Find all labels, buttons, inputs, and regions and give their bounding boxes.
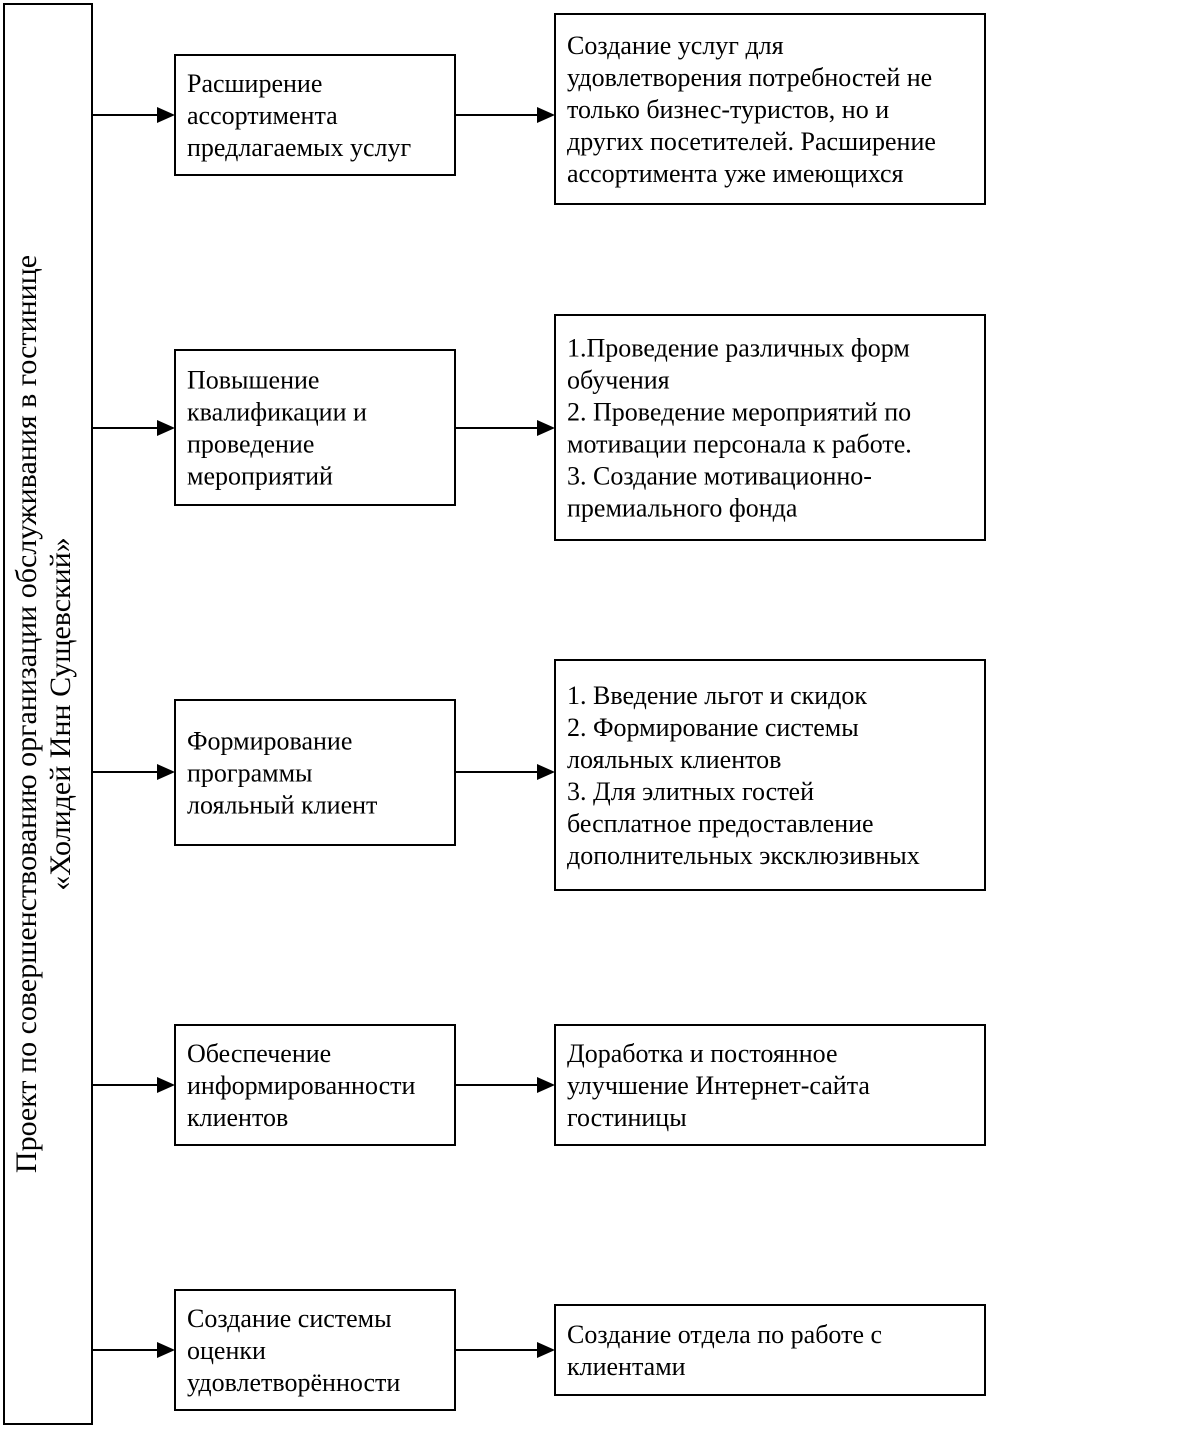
right-node-2-text: бесплатное предоставление	[567, 809, 874, 838]
right-node-3-text: улучшение Интернет-сайта	[567, 1071, 870, 1100]
mid-node-2-text: программы	[187, 759, 313, 788]
mid-node-4-text: удовлетворённости	[187, 1368, 400, 1397]
row-2: Формирование программы лояльный клиент 1. В…	[92, 660, 985, 890]
root-text-line1: Проект по совершенствованию организации …	[10, 255, 43, 1173]
mid-node-3-text: Обеспечение	[187, 1039, 331, 1068]
right-node-4-text: Создание отдела по работе с	[567, 1320, 882, 1349]
root-text-line2: «Холидей Инн Сущевский»	[44, 537, 77, 890]
right-node-4-text: клиентами	[567, 1352, 686, 1381]
right-node-0-text: только бизнес-туристов, но и	[567, 95, 889, 124]
right-node-2-text: 3. Для элитных гостей	[567, 777, 814, 806]
right-node-1-text: мотивации персонала к работе.	[567, 430, 912, 459]
mid-node-4: Создание системы оценки удовлетворённости	[175, 1290, 455, 1410]
right-node-3-text: Доработка и постоянное	[567, 1039, 838, 1068]
right-node-1-text: 1.Проведение различных форм	[567, 334, 910, 363]
right-node-2-text: 2. Формирование системы	[567, 713, 859, 742]
mid-node-2: Формирование программы лояльный клиент	[175, 700, 455, 845]
right-node-0-text: других посетителей. Расширение	[567, 127, 936, 156]
mid-node-1: Повышение квалификации и проведение меропри…	[175, 350, 455, 505]
right-node-1-text: премиального фонда	[567, 494, 798, 523]
right-node-1-text: обучения	[567, 366, 670, 395]
rows-group: Расширение ассортимента предлагаемых услуг…	[92, 14, 985, 1410]
root-node: Проект по совершенствованию организации …	[4, 4, 92, 1424]
mid-node-2-text: лояльный клиент	[187, 791, 377, 820]
edge-arrowhead	[157, 1342, 175, 1358]
row-4: Создание системыоценкиудовлетворённостиС…	[92, 1290, 985, 1410]
mid-node-2-text: Формирование	[187, 727, 352, 756]
edge-arrowhead	[537, 107, 555, 123]
mid-node-1-text: Повышение	[187, 366, 319, 395]
edge-arrowhead	[537, 1342, 555, 1358]
mid-node-4-text: Создание системы	[187, 1304, 392, 1333]
mid-node-1-text: квалификации и	[187, 398, 367, 427]
mid-node-0-text: предлагаемых услуг	[187, 133, 411, 162]
mid-node-3-text: информированности	[187, 1071, 416, 1100]
edge-arrowhead	[157, 764, 175, 780]
mid-node-0: Расширение ассортимента предлагаемых услуг	[175, 55, 455, 175]
right-node-3: Доработка и постоянное улучшение Интернет…	[555, 1025, 985, 1145]
right-node-4-rect	[555, 1305, 985, 1395]
edge-arrowhead	[537, 1077, 555, 1093]
right-node-0-text: ассортимента уже имеющихся	[567, 159, 904, 188]
row-3: Обеспечение информированности клиентов Дора…	[92, 1025, 985, 1145]
right-node-0: Создание услуг для удовлетворения потребн…	[555, 14, 985, 204]
right-node-2: 1. Введение льгот и скидок 2. Формировани…	[555, 660, 985, 890]
row-0: Расширение ассортимента предлагаемых услуг…	[92, 14, 985, 204]
mid-node-3: Обеспечение информированности клиентов	[175, 1025, 455, 1145]
right-node-0-text: удовлетворения потребностей не	[567, 63, 932, 92]
mid-node-1-text: проведение	[187, 430, 314, 459]
right-node-2-text: лояльных клиентов	[567, 745, 781, 774]
row-1: Повышение квалификации и проведение меропри…	[92, 315, 985, 540]
right-node-2-text: дополнительных эксклюзивных	[567, 841, 920, 870]
right-node-1: 1.Проведение различных форм обучения 2. Пр…	[555, 315, 985, 540]
mid-node-4-text: оценки	[187, 1336, 266, 1365]
mid-node-0-text: Расширение	[187, 69, 322, 98]
mid-node-1-text: мероприятий	[187, 462, 333, 491]
right-node-4: Создание отдела по работе с клиентами	[555, 1305, 985, 1395]
edge-arrowhead	[157, 107, 175, 123]
right-node-2-text: 1. Введение льгот и скидок	[567, 681, 867, 710]
right-node-0-text: Создание услуг для	[567, 31, 784, 60]
flowchart-canvas: Проект по совершенствованию организации …	[0, 0, 1183, 1429]
mid-node-0-text: ассортимента	[187, 101, 338, 130]
right-node-1-text: 3. Создание мотивационно-	[567, 462, 872, 491]
right-node-3-text: гостиницы	[567, 1103, 687, 1132]
right-node-1-text: 2. Проведение мероприятий по	[567, 398, 911, 427]
edge-arrowhead	[157, 420, 175, 436]
edge-arrowhead	[537, 420, 555, 436]
edge-arrowhead	[157, 1077, 175, 1093]
edge-arrowhead	[537, 764, 555, 780]
mid-node-3-text: клиентов	[187, 1103, 288, 1132]
